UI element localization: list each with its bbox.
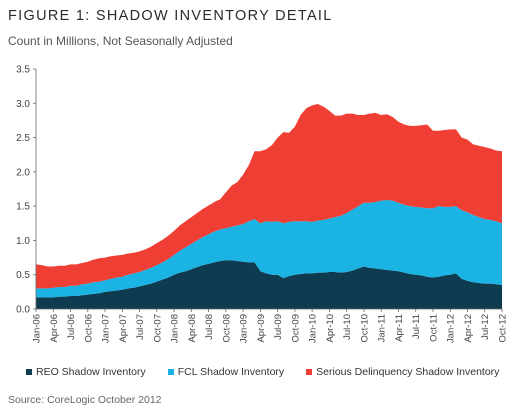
- y-tick-label: 3.0: [16, 99, 30, 110]
- x-tick-label: Apr-10: [325, 314, 336, 343]
- legend-swatch-fcl: [167, 369, 174, 375]
- x-tick-label: Oct-08: [221, 314, 232, 343]
- legend: REO Shadow Inventory FCL Shadow Inventor…: [26, 366, 499, 378]
- x-tick-label: Jan-06: [32, 314, 43, 343]
- x-tick-label: Jul-07: [135, 314, 146, 340]
- x-tick-label: Oct-07: [152, 314, 163, 343]
- legend-label-serious-delinquency: Serious Delinquency Shadow Inventory: [316, 366, 500, 378]
- area-reo: [36, 260, 502, 309]
- y-tick-label: 1.5: [16, 202, 30, 213]
- legend-swatch-serious-delinquency: [306, 369, 313, 375]
- legend-item-fcl: FCL Shadow Inventory: [167, 366, 285, 378]
- area-layers: [36, 103, 502, 309]
- x-tick-label: Jan-10: [308, 314, 319, 343]
- x-tick-label: Oct-12: [498, 314, 509, 343]
- x-tick-label: Jan-09: [239, 314, 250, 343]
- legend-label-fcl: FCL Shadow Inventory: [177, 366, 285, 378]
- x-tick-label: Jul-10: [342, 314, 353, 340]
- legend-label-reo: REO Shadow Inventory: [36, 366, 146, 378]
- x-tick-label: Apr-12: [463, 314, 474, 343]
- area-fcl: [36, 199, 502, 298]
- x-tick-label: Oct-10: [359, 314, 370, 343]
- source-note: Source: CoreLogic October 2012: [8, 394, 162, 406]
- x-tick-label: Jan-11: [377, 314, 388, 342]
- x-tick-label: Oct-06: [83, 314, 94, 343]
- y-tick-label: 3.5: [16, 65, 30, 76]
- y-tick-label: 1.0: [16, 236, 30, 247]
- area-serious-delinquency: [36, 103, 502, 289]
- x-tick-label: Oct-09: [290, 314, 301, 343]
- x-axis: Jan-06 Apr-06 Jul-06 Oct-06 Jan-07 Apr-07 Jul-…: [32, 308, 509, 343]
- x-tick-label: Jul-11: [411, 314, 422, 339]
- x-tick-label: Apr-06: [49, 314, 60, 343]
- y-tick-label: 2.0: [16, 167, 30, 178]
- legend-item-reo: REO Shadow Inventory: [26, 366, 146, 378]
- legend-swatch-reo: [26, 369, 32, 375]
- y-tick-label: 0.5: [16, 270, 30, 281]
- x-tick-label: Jan-12: [446, 314, 457, 343]
- y-tick-label: 2.5: [16, 133, 30, 144]
- x-tick-label: Jan-07: [101, 314, 112, 343]
- y-axis: 0.0 0.5 1.0 1.5 2.0 2.5 3.0 3.5: [16, 65, 37, 316]
- x-tick-label: Jan-08: [170, 314, 181, 343]
- x-tick-label: Apr-08: [187, 314, 198, 343]
- x-tick-label: Jul-09: [273, 314, 284, 340]
- chart-title: FIGURE 1: SHADOW INVENTORY DETAIL: [8, 8, 333, 24]
- x-tick-label: Apr-07: [118, 314, 129, 343]
- x-tick-label: Jul-06: [66, 314, 77, 340]
- legend-item-serious-delinquency: Serious Delinquency Shadow Inventory: [306, 366, 499, 378]
- x-tick-label: Apr-11: [394, 314, 405, 342]
- x-tick-label: Oct-11: [428, 314, 439, 342]
- y-tick-label: 0.0: [16, 305, 30, 316]
- chart-subtitle: Count in Millions, Not Seasonally Adjust…: [8, 34, 233, 48]
- x-tick-label: Apr-09: [256, 314, 267, 343]
- x-tick-label: Jul-08: [204, 314, 215, 340]
- x-tick-label: Jul-12: [480, 314, 491, 340]
